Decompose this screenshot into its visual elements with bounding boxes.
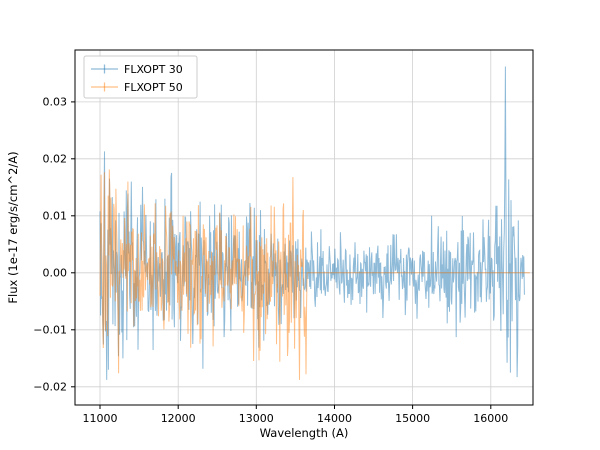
y-axis: −0.02 −0.01 0.00 0.01 0.02 0.03 (33, 96, 75, 394)
x-tick-label: 13000 (239, 412, 274, 425)
y-tick-label: −0.02 (33, 381, 67, 394)
x-tick-label: 16000 (473, 412, 508, 425)
y-tick-label: 0.03 (43, 96, 68, 109)
y-tick-label: 0.00 (43, 267, 68, 280)
axes-spines (74, 49, 534, 406)
x-axis-label: Wavelength (A) (260, 426, 349, 440)
legend-entry-label: FLXOPT 50 (124, 81, 183, 94)
legend: FLXOPT 30 FLXOPT 50 (83, 55, 198, 99)
y-tick-label: 0.02 (43, 153, 68, 166)
y-tick-label: 0.01 (43, 210, 68, 223)
x-tick-label: 12000 (161, 412, 196, 425)
y-axis-label: Flux (1e-17 erg/s/cm^2/A) (6, 151, 20, 303)
y-tick-label: −0.01 (33, 324, 67, 337)
series-line (99, 169, 530, 380)
x-tick-label: 11000 (83, 412, 118, 425)
legend-entry-label: FLXOPT 30 (124, 63, 183, 76)
x-tick-label: 14000 (317, 412, 352, 425)
x-tick-label: 15000 (395, 412, 430, 425)
x-axis: 11000 12000 13000 14000 15000 16000 (83, 405, 508, 425)
